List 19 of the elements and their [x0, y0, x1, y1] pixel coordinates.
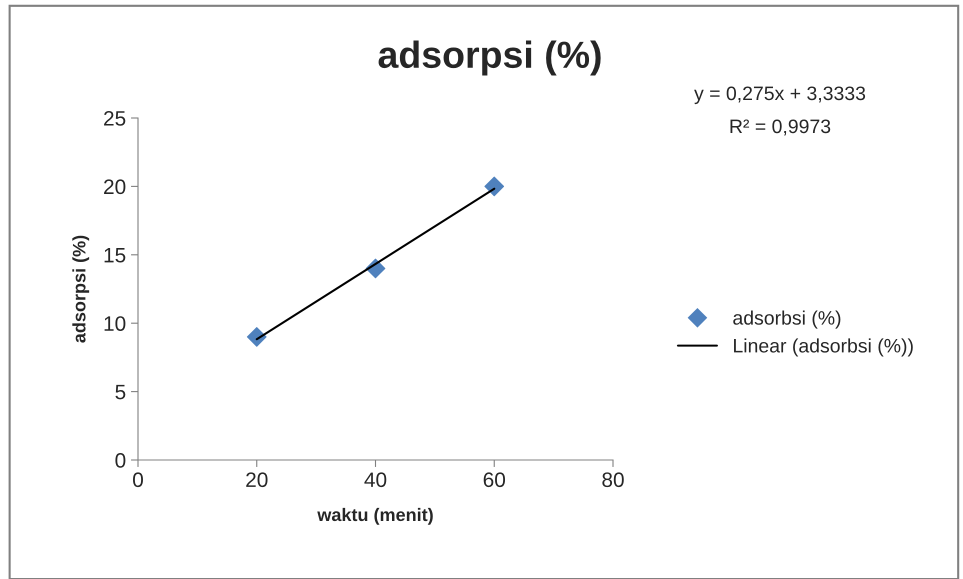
y-tick-label: 20	[104, 179, 126, 194]
x-tick-label: 60	[484, 472, 506, 488]
x-tick-label: 80	[602, 472, 624, 488]
y-tick-label: 15	[104, 248, 126, 263]
y-tick-label: 5	[115, 384, 126, 400]
x-tick-label: 40	[364, 472, 386, 488]
y-tick-label: 0	[115, 453, 126, 468]
y-axis-title: adsorpsi (%)	[72, 236, 90, 343]
chart-title: adsorpsi (%)	[378, 40, 601, 76]
legend-label: Linear (adsorbsi (%))	[734, 338, 913, 356]
text: y = 0,275x + 3,3333	[694, 86, 866, 104]
x-tick-label: 20	[246, 472, 268, 488]
point	[484, 176, 504, 196]
y-tick-label: 25	[104, 111, 126, 126]
text: R² = 0,9973	[730, 119, 830, 136]
y-tick-label: 10	[104, 316, 126, 331]
x-tick-label: 0	[133, 472, 143, 488]
legend-label: adsorbsi (%)	[733, 310, 840, 329]
x-axis-title: waktu (menit)	[317, 508, 433, 525]
